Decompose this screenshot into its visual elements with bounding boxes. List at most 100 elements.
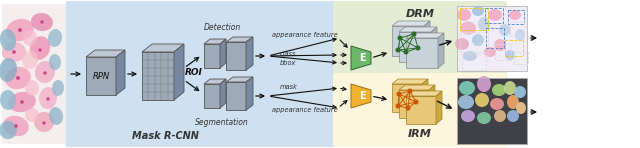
Circle shape bbox=[13, 51, 15, 53]
Bar bbox=[485, 8, 503, 23]
Bar bbox=[2, 4, 66, 144]
Ellipse shape bbox=[459, 81, 475, 95]
Ellipse shape bbox=[25, 80, 39, 96]
Ellipse shape bbox=[477, 76, 491, 92]
Ellipse shape bbox=[494, 110, 506, 122]
Bar bbox=[460, 32, 488, 54]
Polygon shape bbox=[399, 90, 429, 118]
Polygon shape bbox=[142, 44, 184, 52]
Bar bbox=[510, 22, 524, 36]
Ellipse shape bbox=[488, 9, 502, 21]
Polygon shape bbox=[436, 91, 442, 124]
Circle shape bbox=[406, 106, 410, 110]
Polygon shape bbox=[204, 39, 226, 44]
Ellipse shape bbox=[48, 29, 62, 47]
Polygon shape bbox=[226, 42, 246, 70]
Ellipse shape bbox=[514, 86, 526, 98]
Bar bbox=[457, 6, 527, 71]
Bar bbox=[460, 8, 488, 30]
Text: DRM: DRM bbox=[406, 9, 435, 19]
FancyBboxPatch shape bbox=[65, 1, 339, 147]
Polygon shape bbox=[438, 33, 444, 68]
Polygon shape bbox=[142, 52, 174, 100]
Polygon shape bbox=[246, 77, 253, 110]
Polygon shape bbox=[226, 37, 253, 42]
Polygon shape bbox=[86, 50, 125, 57]
Ellipse shape bbox=[494, 39, 506, 51]
Ellipse shape bbox=[2, 42, 26, 62]
Ellipse shape bbox=[35, 61, 55, 83]
Circle shape bbox=[19, 29, 21, 31]
Ellipse shape bbox=[457, 9, 471, 21]
Polygon shape bbox=[429, 85, 435, 118]
Ellipse shape bbox=[477, 112, 491, 124]
Ellipse shape bbox=[0, 58, 17, 82]
Polygon shape bbox=[86, 57, 116, 95]
Ellipse shape bbox=[3, 116, 29, 136]
Polygon shape bbox=[424, 21, 430, 56]
Ellipse shape bbox=[461, 110, 475, 122]
Polygon shape bbox=[204, 79, 226, 84]
Polygon shape bbox=[406, 96, 436, 124]
Bar bbox=[486, 28, 504, 48]
Text: class: class bbox=[280, 51, 296, 57]
Ellipse shape bbox=[475, 93, 489, 107]
Polygon shape bbox=[392, 21, 430, 26]
Bar bbox=[514, 52, 528, 64]
Text: Segmentation: Segmentation bbox=[195, 118, 249, 127]
Circle shape bbox=[15, 125, 17, 127]
Bar bbox=[495, 44, 511, 60]
FancyBboxPatch shape bbox=[333, 1, 507, 76]
Bar bbox=[462, 52, 486, 70]
Polygon shape bbox=[399, 85, 435, 90]
Circle shape bbox=[39, 49, 41, 51]
Ellipse shape bbox=[0, 29, 16, 51]
Text: RPN: RPN bbox=[92, 71, 109, 81]
Circle shape bbox=[41, 21, 43, 23]
Circle shape bbox=[396, 48, 400, 52]
Circle shape bbox=[416, 46, 420, 50]
Polygon shape bbox=[399, 27, 437, 32]
Polygon shape bbox=[392, 26, 424, 56]
Polygon shape bbox=[116, 50, 125, 95]
Polygon shape bbox=[392, 79, 428, 84]
Circle shape bbox=[412, 32, 416, 36]
Ellipse shape bbox=[5, 67, 31, 89]
Ellipse shape bbox=[472, 6, 484, 16]
Circle shape bbox=[47, 98, 49, 100]
Ellipse shape bbox=[455, 38, 469, 50]
Polygon shape bbox=[406, 33, 444, 38]
Polygon shape bbox=[392, 84, 422, 112]
Ellipse shape bbox=[460, 21, 476, 34]
Polygon shape bbox=[406, 91, 442, 96]
Circle shape bbox=[397, 92, 401, 96]
Polygon shape bbox=[351, 46, 371, 70]
Polygon shape bbox=[399, 32, 431, 62]
Polygon shape bbox=[226, 82, 246, 110]
Ellipse shape bbox=[492, 84, 506, 96]
Ellipse shape bbox=[499, 24, 511, 36]
Circle shape bbox=[396, 104, 400, 108]
Ellipse shape bbox=[49, 107, 63, 125]
Ellipse shape bbox=[515, 29, 525, 41]
Polygon shape bbox=[422, 79, 428, 112]
Text: appearance feature: appearance feature bbox=[272, 107, 338, 113]
Text: E: E bbox=[358, 53, 365, 63]
Ellipse shape bbox=[504, 81, 516, 95]
Ellipse shape bbox=[516, 102, 526, 114]
Polygon shape bbox=[226, 77, 253, 82]
FancyBboxPatch shape bbox=[333, 73, 507, 147]
Circle shape bbox=[17, 77, 19, 79]
Polygon shape bbox=[406, 38, 438, 68]
Circle shape bbox=[21, 101, 23, 103]
Bar bbox=[505, 40, 523, 56]
Polygon shape bbox=[431, 27, 437, 62]
Ellipse shape bbox=[505, 50, 515, 60]
Circle shape bbox=[414, 100, 418, 104]
Ellipse shape bbox=[23, 30, 37, 46]
Text: appearance feature: appearance feature bbox=[272, 32, 338, 38]
Ellipse shape bbox=[507, 110, 519, 122]
Circle shape bbox=[44, 72, 46, 74]
Polygon shape bbox=[220, 79, 226, 108]
Text: IRM: IRM bbox=[408, 129, 432, 139]
